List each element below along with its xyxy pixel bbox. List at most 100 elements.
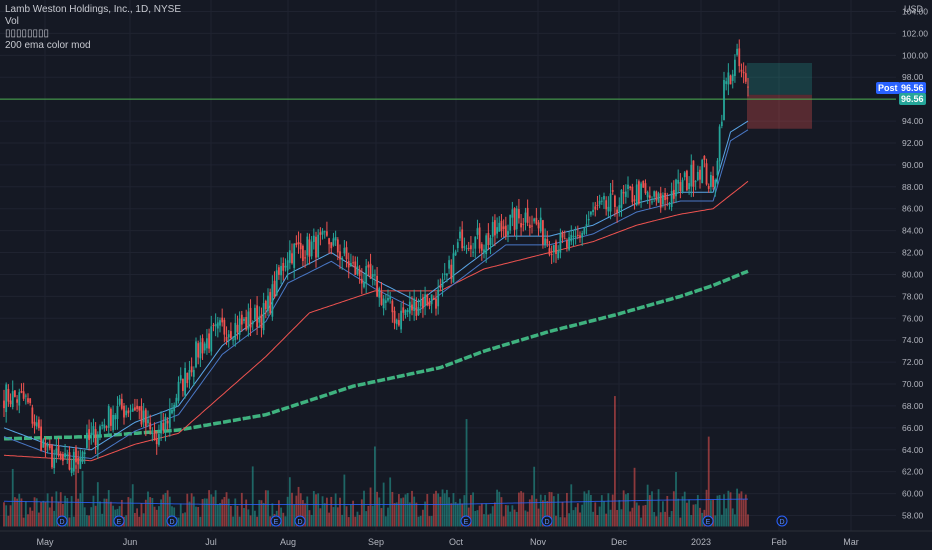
candle-body bbox=[42, 439, 45, 448]
volume-bar bbox=[502, 516, 505, 527]
volume-bar bbox=[494, 502, 496, 527]
candle-body bbox=[352, 262, 354, 264]
candle-body bbox=[568, 237, 570, 250]
volume-bar bbox=[672, 491, 675, 527]
volume-bar bbox=[635, 502, 638, 527]
volume-bar bbox=[18, 493, 21, 527]
candle-body bbox=[729, 75, 732, 85]
volume-label[interactable]: Vol bbox=[5, 16, 19, 27]
candle-body bbox=[332, 238, 335, 246]
candle-body bbox=[350, 263, 352, 267]
symbol-title[interactable]: Lamb Weston Holdings, Inc., 1D, NYSE bbox=[5, 4, 182, 15]
y-tick-label: 94.00 bbox=[902, 116, 924, 126]
candle-body bbox=[136, 405, 138, 409]
candle-body bbox=[118, 398, 121, 405]
volume-bar bbox=[356, 511, 359, 527]
volume-bar bbox=[474, 510, 477, 527]
candle-body bbox=[293, 243, 296, 268]
volume-bar bbox=[51, 496, 53, 527]
volume-bar bbox=[201, 499, 204, 527]
volume-bar bbox=[14, 497, 16, 527]
volume-average-line bbox=[3, 498, 749, 506]
candle-body bbox=[614, 195, 616, 207]
candle-body bbox=[618, 205, 621, 212]
candle-body bbox=[522, 223, 525, 225]
y-tick-label: 62.00 bbox=[902, 467, 924, 477]
volume-bar bbox=[476, 510, 479, 527]
volume-bar bbox=[435, 490, 437, 527]
x-tick-label: Sep bbox=[368, 537, 384, 547]
volume-bar bbox=[182, 513, 184, 527]
volume-bar bbox=[27, 514, 29, 527]
candle-body bbox=[312, 235, 315, 242]
event-marker-icon bbox=[270, 515, 282, 527]
volume-bar bbox=[110, 501, 112, 527]
volume-bar bbox=[657, 489, 660, 527]
volume-bar bbox=[308, 510, 311, 527]
candle-body bbox=[123, 405, 125, 418]
volume-bar bbox=[718, 495, 721, 527]
volume-bar bbox=[587, 490, 590, 527]
candle-body bbox=[96, 436, 99, 450]
volume-bar bbox=[249, 515, 252, 527]
event-marker-label: E bbox=[274, 519, 279, 526]
candle-body bbox=[171, 409, 173, 414]
position-tool[interactable] bbox=[747, 62, 812, 129]
volume-bar bbox=[389, 477, 392, 527]
candle-body bbox=[297, 241, 300, 245]
event-marker-label: E bbox=[464, 519, 469, 526]
candle-body bbox=[382, 298, 385, 309]
volume-bar bbox=[358, 514, 361, 527]
candle-body bbox=[627, 184, 629, 189]
volume-bar bbox=[402, 497, 405, 527]
volume-bar bbox=[618, 499, 621, 527]
volume-bar bbox=[134, 512, 136, 527]
indicator-label[interactable]: ▯▯▯▯▯▯▯▯ bbox=[5, 28, 50, 39]
candle-body bbox=[107, 406, 110, 428]
candle-body bbox=[62, 454, 64, 461]
candle-body bbox=[24, 395, 27, 397]
volume-bar bbox=[448, 497, 450, 527]
candle-body bbox=[513, 208, 516, 230]
volume-bar bbox=[206, 498, 208, 527]
candle-body bbox=[378, 288, 381, 298]
volume-bar bbox=[376, 491, 378, 527]
candle-body bbox=[243, 318, 245, 321]
volume-bar bbox=[142, 513, 145, 527]
volume-bar bbox=[219, 503, 221, 527]
volume-bar bbox=[216, 504, 219, 527]
volume-bar bbox=[374, 446, 376, 527]
volume-bar bbox=[659, 512, 662, 527]
volume-bar bbox=[214, 490, 217, 527]
candle-body bbox=[112, 414, 114, 431]
volume-bar bbox=[155, 509, 158, 527]
candle-body bbox=[260, 314, 263, 329]
candle-body bbox=[646, 192, 649, 198]
ema-indicator-label[interactable]: 200 ema color mod bbox=[5, 40, 91, 51]
candle-body bbox=[731, 74, 734, 81]
candle-body bbox=[33, 421, 36, 426]
candle-body bbox=[11, 391, 14, 407]
candle-body bbox=[483, 249, 485, 253]
candle-body bbox=[472, 251, 474, 253]
y-tick-label: 80.00 bbox=[902, 269, 924, 279]
volume-bar bbox=[345, 506, 348, 527]
volume-bar bbox=[234, 498, 237, 527]
candle-body bbox=[616, 209, 618, 214]
volume-bar bbox=[509, 511, 512, 527]
volume-bar bbox=[317, 493, 320, 527]
volume-bar bbox=[347, 517, 350, 527]
candle-body bbox=[443, 273, 446, 275]
y-tick-label: 74.00 bbox=[902, 335, 924, 345]
candle-body bbox=[278, 267, 280, 275]
x-axis[interactable]: May Jun Jul Aug Sep Oct Nov Dec 2023 Feb Mar bbox=[0, 530, 932, 547]
volume-bar bbox=[526, 511, 529, 527]
volume-bar bbox=[315, 494, 317, 527]
volume-bar bbox=[683, 491, 686, 527]
candle-body bbox=[393, 310, 396, 324]
candle-body bbox=[321, 230, 324, 235]
event-marker-label: D bbox=[544, 519, 549, 526]
candle-body bbox=[288, 250, 291, 263]
